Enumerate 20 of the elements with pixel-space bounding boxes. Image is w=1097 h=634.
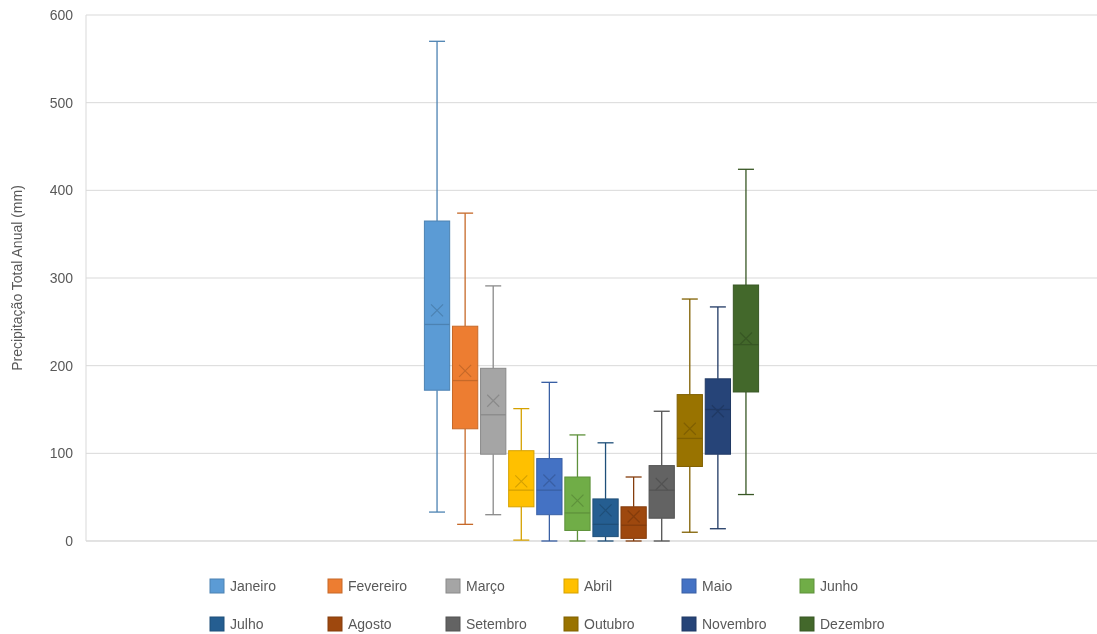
y-tick-label: 400: [49, 182, 74, 199]
legend-label: Maio: [702, 577, 733, 594]
y-tick-label: 0: [65, 532, 74, 549]
legend-label: Junho: [820, 577, 859, 594]
legend-label: Fevereiro: [348, 577, 408, 594]
y-tick-label: 300: [49, 269, 74, 286]
legend-label: Agosto: [348, 615, 392, 632]
legend-label: Setembro: [466, 615, 527, 632]
legend-label: Abril: [584, 577, 613, 594]
legend-label: Março: [466, 577, 506, 594]
y-axis-title: Precipitação Total Anual (mm): [9, 185, 25, 371]
legend-label: Dezembro: [820, 615, 885, 632]
legend-label: Novembro: [702, 615, 767, 632]
legend-label: Outubro: [584, 615, 635, 632]
y-tick-label: 200: [49, 357, 74, 374]
legend-label: Janeiro: [230, 577, 277, 594]
legend-label: Julho: [230, 615, 264, 632]
y-tick-label: 600: [49, 6, 74, 23]
y-tick-label: 500: [49, 94, 74, 111]
y-tick-label: 100: [49, 445, 74, 462]
